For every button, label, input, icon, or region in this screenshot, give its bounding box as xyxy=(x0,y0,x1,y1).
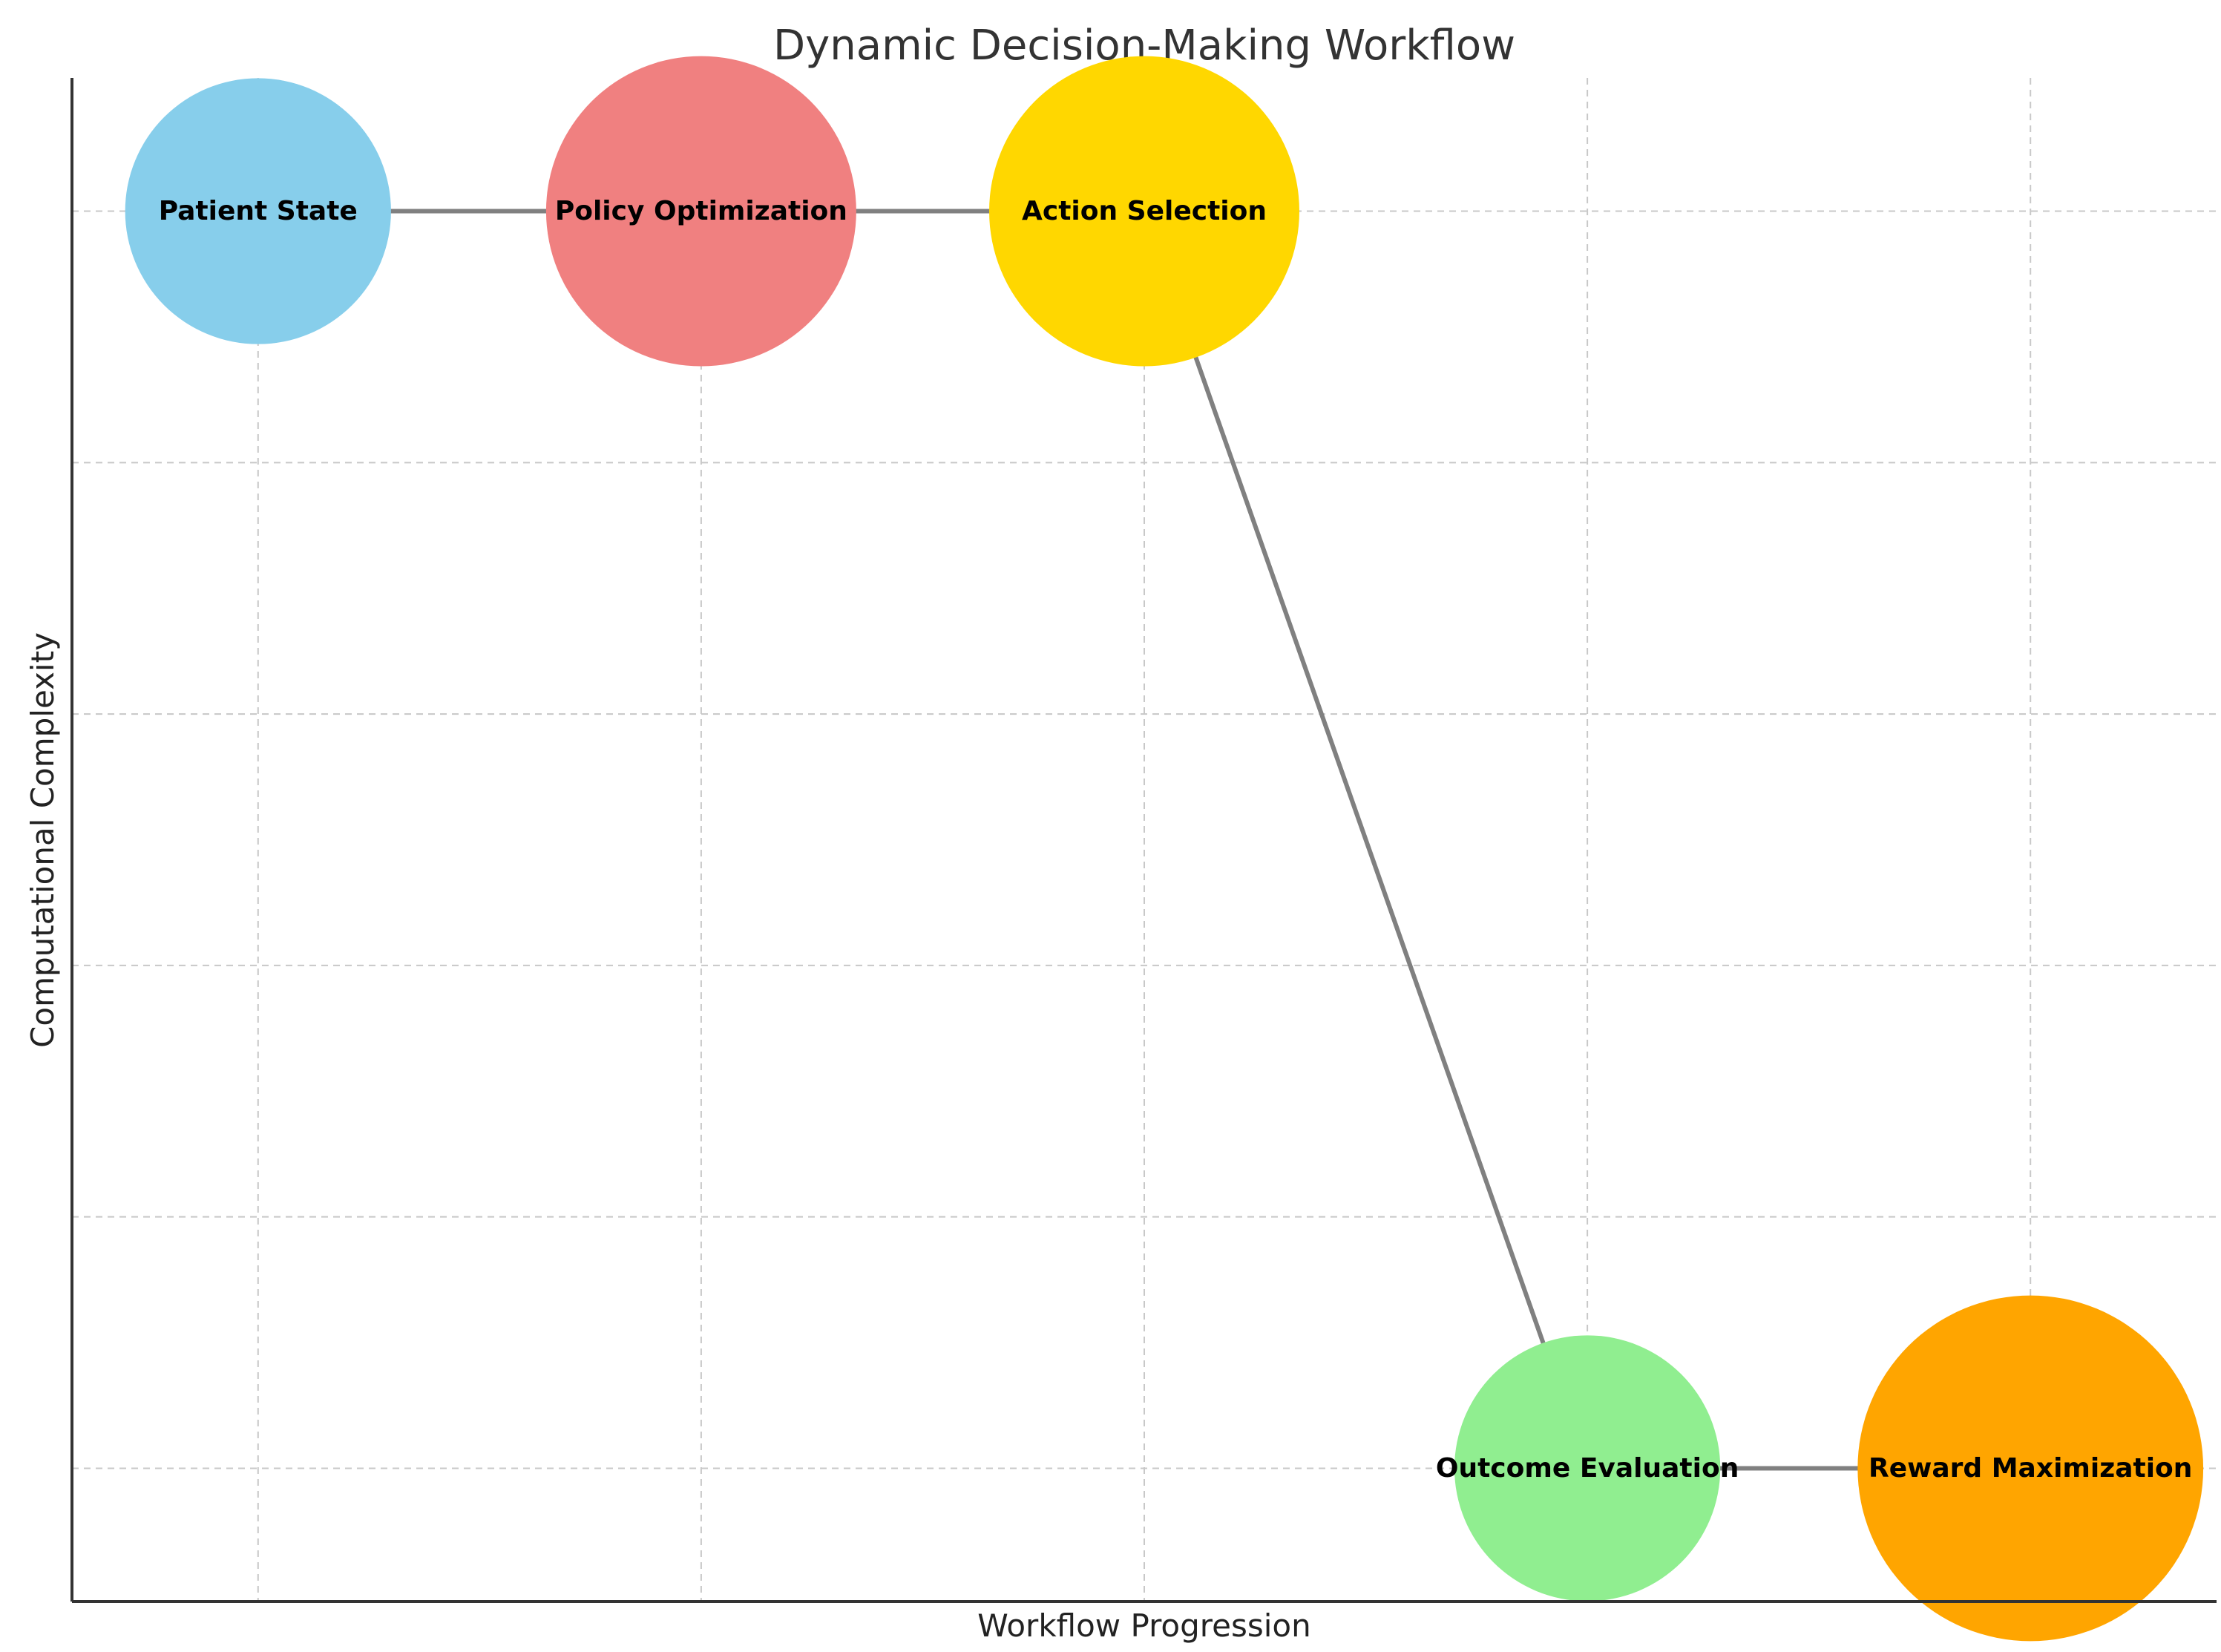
node-label-patient_state: Patient State xyxy=(159,196,358,226)
node-policy_optimization xyxy=(545,56,856,367)
node-patient_state xyxy=(125,78,391,344)
x-axis-label: Workflow Progression xyxy=(977,1607,1310,1644)
node-action_selection xyxy=(989,56,1299,367)
node-label-policy_optimization: Policy Optimization xyxy=(555,196,847,226)
node-reward_maximization xyxy=(1857,1295,2204,1642)
node-outcome_evaluation xyxy=(1454,1335,1721,1602)
workflow-nodes xyxy=(125,56,2204,1642)
node-label-outcome_evaluation: Outcome Evaluation xyxy=(1436,1453,1739,1484)
y-axis-label: Computational Complexity xyxy=(24,632,61,1048)
node-labels: Patient State Policy Optimization Action S… xyxy=(159,196,2193,1484)
edge-action_selection-to-outcome_evaluation xyxy=(1142,210,1590,1469)
node-label-action_selection: Action Selection xyxy=(1022,196,1267,226)
node-label-reward_maximization: Reward Maximization xyxy=(1869,1453,2192,1484)
